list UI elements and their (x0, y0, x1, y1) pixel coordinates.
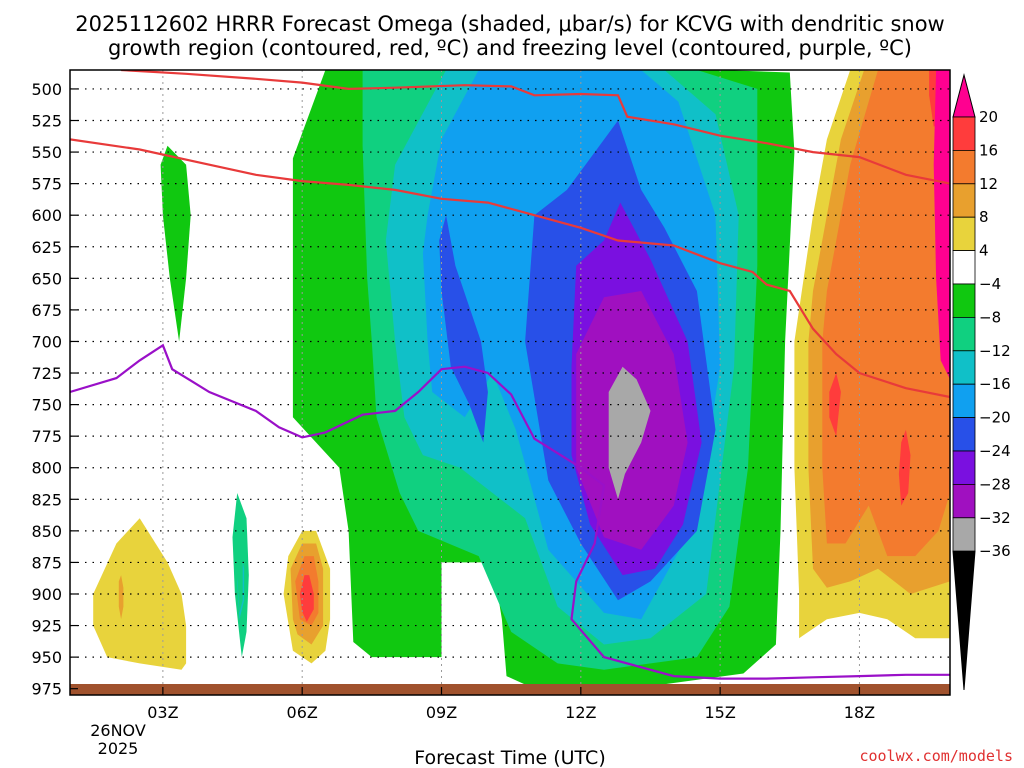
colorbar-band (952, 517, 976, 552)
y-tick-label: 500 (31, 80, 62, 99)
colorbar-band (952, 316, 976, 352)
colorbar-label: −4 (979, 275, 1001, 293)
date-label-line2: 2025 (98, 739, 139, 758)
colorbar-label: −8 (979, 308, 1001, 326)
freezing-level-contour (70, 343, 950, 680)
colorbar-label: 12 (979, 175, 998, 193)
x-axis: 03Z 06Z 09Z 12Z 15Z 18Z (147, 687, 875, 722)
x-tick-label: 09Z (426, 703, 457, 722)
y-tick-label: 975 (31, 680, 62, 699)
y-tick-label: 575 (31, 175, 62, 194)
colorbar-label: −36 (979, 542, 1011, 560)
x-tick-label: 12Z (565, 703, 596, 722)
y-tick-label: 825 (31, 490, 62, 509)
date-label-line1: 26NOV (90, 721, 146, 740)
colorbar-top-triangle (952, 73, 976, 118)
colorbar: 20 16 12 8 4 −4 −8 −12 −16 −20 −24 −28 −32 −36 (952, 73, 1011, 691)
plot-frame (69, 69, 951, 696)
x-tick-label: 06Z (287, 703, 318, 722)
y-tick-label: 550 (31, 143, 62, 162)
colorbar-band (952, 149, 976, 185)
colorbar-label: −28 (979, 475, 1011, 493)
omega-region-neg12 (237, 537, 243, 613)
colorbar-label: −24 (979, 442, 1011, 460)
y-tick-label: 900 (31, 585, 62, 604)
colorbar-band (952, 250, 976, 285)
x-tick-label: 18Z (844, 703, 875, 722)
colorbar-band (952, 417, 976, 452)
y-tick-label: 650 (31, 269, 62, 288)
omega-shading (93, 70, 950, 693)
colorbar-label: 16 (979, 141, 998, 159)
omega-region-20 (933, 70, 950, 380)
contour-lines (70, 70, 950, 680)
y-tick-label: 875 (31, 553, 62, 572)
colorbar-label: −32 (979, 509, 1011, 527)
colorbar-band (952, 116, 976, 151)
omega-region-neg36 (608, 366, 651, 500)
colorbar-label: 4 (979, 242, 989, 260)
x-tick-label: 15Z (704, 703, 735, 722)
dgz-red-contour (121, 70, 950, 185)
y-tick-label: 950 (31, 648, 62, 667)
colorbar-band (952, 383, 976, 419)
y-tick-label: 700 (31, 332, 62, 351)
y-tick-label: 525 (31, 112, 62, 131)
y-tick-label: 600 (31, 206, 62, 225)
colorbar-label: 20 (979, 108, 998, 126)
y-tick-label: 925 (31, 617, 62, 636)
dgz-red-contour (70, 138, 950, 399)
colorbar-band (952, 450, 976, 485)
credit-text: coolwx.com/models (859, 747, 1013, 765)
y-tick-label: 625 (31, 238, 62, 257)
y-tick-label: 725 (31, 364, 62, 383)
x-tick-label: 03Z (147, 703, 178, 722)
colorbar-band (952, 483, 976, 519)
y-tick-label: 800 (31, 459, 62, 478)
colorbar-band (952, 350, 976, 385)
omega-region-neg8 (160, 145, 191, 342)
colorbar-label: 8 (979, 208, 989, 226)
grid-lines (70, 70, 950, 695)
omega-region-neg24 (439, 215, 488, 443)
colorbar-label: −12 (979, 342, 1011, 360)
colorbar-band (952, 283, 976, 318)
ground-strip (70, 684, 950, 695)
y-tick-label: 675 (31, 301, 62, 320)
colorbar-band (952, 183, 976, 218)
omega-region-16 (898, 429, 911, 506)
y-tick-label: 850 (31, 522, 62, 541)
colorbar-bottom-triangle (952, 550, 976, 691)
chart-title-line1: 2025112602 HRRR Forecast Omega (shaded, … (75, 12, 944, 36)
y-tick-label: 750 (31, 396, 62, 415)
y-axis: 500 525 550 575 600 625 650 675 700 725 750 775 800 8… (31, 80, 78, 699)
omega-region-8 (118, 575, 124, 620)
omega-region-12 (822, 70, 950, 557)
colorbar-label: −20 (979, 409, 1011, 427)
y-tick-label: 775 (31, 427, 62, 446)
omega-region-16 (299, 575, 314, 622)
colorbar-band (952, 216, 976, 251)
x-axis-label: Forecast Time (UTC) (414, 747, 605, 768)
colorbar-label: −16 (979, 375, 1011, 393)
chart-title-line2: growth region (contoured, red, ºC) and f… (108, 36, 912, 60)
